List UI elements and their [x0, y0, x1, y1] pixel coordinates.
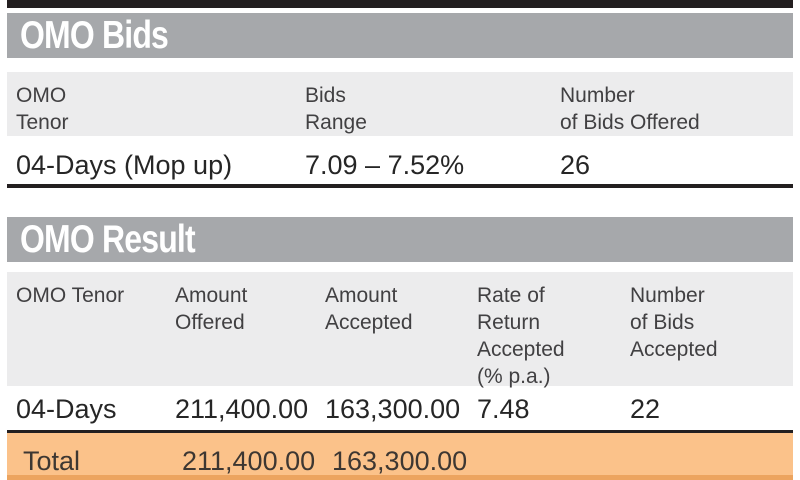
bids-table-bottom-rule [7, 184, 793, 188]
total-amount-accepted: 163,300.00 [332, 446, 468, 476]
bids-table-header-row: OMO Tenor Bids Range Number of Bids Offe… [7, 72, 793, 136]
result-row-tenor: 04-Days [16, 394, 117, 424]
result-table-title: OMO Result [20, 218, 196, 261]
bids-table-title-bar: OMO Bids [7, 13, 793, 58]
bids-header-omo-tenor: OMO Tenor [16, 84, 69, 134]
result-header-amount-offered: Amount Offered [175, 284, 248, 334]
bids-header-number-of-bids-offered: Number of Bids Offered [560, 84, 700, 134]
result-header-number-of-bids-accepted: Number of Bids Accepted [630, 284, 718, 361]
bids-row-tenor: 04-Days (Mop up) [16, 150, 233, 180]
total-amount-offered: 211,400.00 [182, 446, 316, 476]
result-header-omo-tenor: OMO Tenor [16, 284, 125, 307]
result-header-rate-of-return: Rate of Return Accepted (% p.a.) [477, 284, 565, 388]
result-total-separator-rule [7, 430, 793, 433]
top-black-bar [7, 0, 793, 8]
result-table-title-bar: OMO Result [7, 217, 793, 262]
result-row-amount-accepted: 163,300.00 [325, 394, 461, 424]
bids-header-bids-range: Bids Range [305, 84, 367, 134]
result-row-amount-offered: 211,400.00 [175, 394, 309, 424]
result-row-number-accepted: 22 [630, 394, 661, 424]
bids-row-range: 7.09 – 7.52% [305, 150, 465, 180]
result-table-header-row: OMO Tenor Amount Offered Amount Accepted… [7, 272, 793, 388]
result-row-rate-of-return: 7.48 [477, 394, 530, 424]
total-label: Total [23, 446, 81, 476]
bids-row-number-offered: 26 [560, 150, 591, 180]
bids-table-title: OMO Bids [20, 14, 169, 57]
result-total-bottom-stripe [7, 475, 793, 480]
result-total-row: Total 211,400.00 163,300.00 [7, 433, 793, 476]
result-header-amount-accepted: Amount Accepted [325, 284, 413, 334]
